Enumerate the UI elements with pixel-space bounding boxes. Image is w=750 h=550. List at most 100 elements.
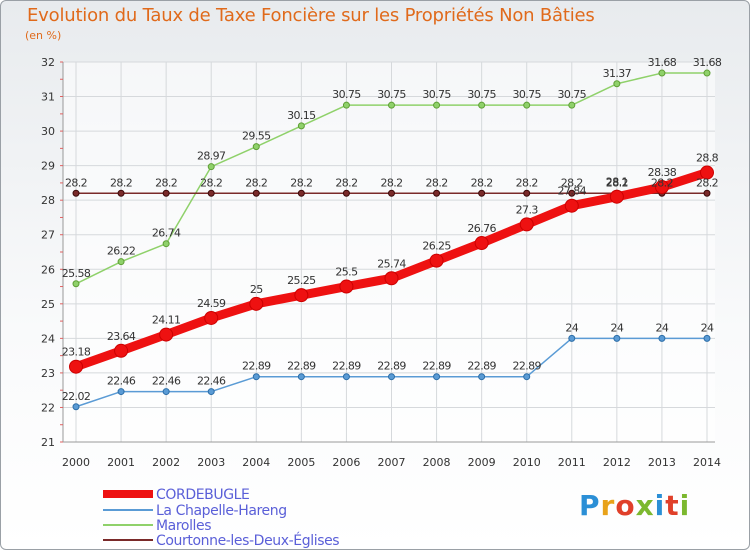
data-label-cordebugle: 26.25 [422,240,451,253]
data-label-marolles: 30.75 [512,88,541,101]
data-point-cordebugle [564,198,579,213]
data-label-cordebugle: 27.84 [558,185,587,198]
y-tick-label: 32 [41,56,55,69]
data-label-cordebugle: 25.74 [377,257,406,270]
data-label-marolles: 29.55 [242,130,271,143]
data-label-marolles: 30.75 [422,88,451,101]
data-label-courtonne: 28.2 [335,176,357,189]
data-label-marolles: 25.58 [62,267,91,280]
data-label-marolles: 30.75 [467,88,496,101]
data-point-cordebugle [69,359,83,374]
data-label-courtonne: 28.2 [471,176,493,189]
data-label-cordebugle: 23.64 [107,330,136,343]
data-label-marolles: 30.75 [377,88,406,101]
x-tick-label: 2005 [287,456,315,469]
data-label-courtonne: 28.2 [155,176,177,189]
data-label-courtonne: 28.2 [516,176,538,189]
data-label-cordebugle: 25 [250,283,263,296]
x-tick-label: 2006 [332,456,360,469]
logo-letter: i [679,489,691,522]
data-label-cordebugle: 24.11 [152,314,181,327]
y-tick-label: 27 [41,229,55,242]
data-label-courtonne: 28.2 [651,176,673,189]
data-label-courtonne: 28.2 [65,176,87,189]
data-label-la-chapelle-hareng: 22.89 [422,360,451,373]
data-point-cordebugle [204,310,219,325]
y-tick-label: 21 [41,436,55,449]
x-tick-label: 2004 [242,456,270,469]
x-tick-label: 2000 [62,456,90,469]
x-tick-label: 2001 [107,456,135,469]
data-label-la-chapelle-hareng: 24 [610,321,623,334]
data-point-la-chapelle-hareng [433,373,441,381]
data-point-courtonne [117,189,125,197]
data-point-marolles [162,240,170,248]
y-tick-label: 24 [41,332,55,345]
data-point-marolles [703,69,711,77]
data-point-courtonne [342,189,350,197]
data-label-cordebugle: 25.25 [287,274,316,287]
data-label-courtonne: 28.2 [245,176,267,189]
data-label-cordebugle: 28.1 [606,176,628,189]
y-tick-label: 29 [41,160,55,173]
data-label-la-chapelle-hareng: 22.89 [377,360,406,373]
data-label-courtonne: 28.2 [606,176,628,189]
y-tick-label: 26 [41,263,55,276]
data-label-courtonne: 28.2 [426,176,448,189]
data-label-courtonne: 28.2 [110,176,132,189]
proxiti-logo: Proxiti [579,489,690,522]
data-point-la-chapelle-hareng [568,334,576,342]
data-point-cordebugle [159,327,174,342]
data-label-courtonne: 28.2 [200,176,222,189]
data-point-la-chapelle-hareng [658,334,666,342]
data-point-marolles [72,280,80,288]
data-point-la-chapelle-hareng [117,388,125,396]
data-point-courtonne [523,189,531,197]
data-point-courtonne [162,189,170,197]
chart-unit-label: (en %) [25,29,62,42]
data-label-la-chapelle-hareng: 22.46 [197,375,226,388]
data-label-courtonne: 28.2 [380,176,402,189]
data-point-courtonne [478,189,486,197]
data-point-courtonne [207,189,215,197]
data-label-cordebugle: 23.18 [62,346,91,359]
data-point-marolles [613,80,621,88]
data-label-marolles: 31.68 [648,56,677,69]
x-tick-label: 2002 [152,456,180,469]
data-label-la-chapelle-hareng: 22.46 [152,375,181,388]
data-label-marolles: 31.68 [693,56,722,69]
data-point-marolles [342,101,350,109]
logo-letter: o [615,489,636,522]
data-label-la-chapelle-hareng: 22.89 [467,360,496,373]
data-label-courtonne: 28.2 [696,176,718,189]
y-tick-label: 23 [41,367,55,380]
y-tick-label: 28 [41,194,55,207]
legend-label-la-chapelle-hareng: La Chapelle-Hareng [156,503,287,519]
data-label-cordebugle: 28.38 [648,166,677,179]
data-point-cordebugle [339,279,354,294]
data-label-courtonne: 28.2 [561,176,583,189]
data-point-marolles [252,143,260,151]
data-point-cordebugle [384,271,399,286]
data-point-la-chapelle-hareng [252,373,260,381]
data-label-marolles: 28.97 [197,150,226,163]
data-point-cordebugle [654,180,669,195]
data-point-marolles [658,69,666,77]
data-label-marolles: 31.37 [603,67,632,80]
data-point-la-chapelle-hareng [342,373,350,381]
data-point-cordebugle [609,189,624,204]
y-tick-label: 31 [41,91,55,104]
data-point-courtonne [72,189,80,197]
data-point-la-chapelle-hareng [72,403,80,411]
data-point-courtonne [568,189,576,197]
data-point-la-chapelle-hareng [523,373,531,381]
data-point-courtonne [297,189,305,197]
y-tick-label: 30 [41,125,55,138]
x-tick-label: 2010 [513,456,541,469]
data-point-la-chapelle-hareng [297,373,305,381]
data-point-courtonne [388,189,395,197]
data-point-cordebugle [700,165,714,180]
data-label-la-chapelle-hareng: 24 [701,321,714,334]
data-point-la-chapelle-hareng [478,373,486,381]
